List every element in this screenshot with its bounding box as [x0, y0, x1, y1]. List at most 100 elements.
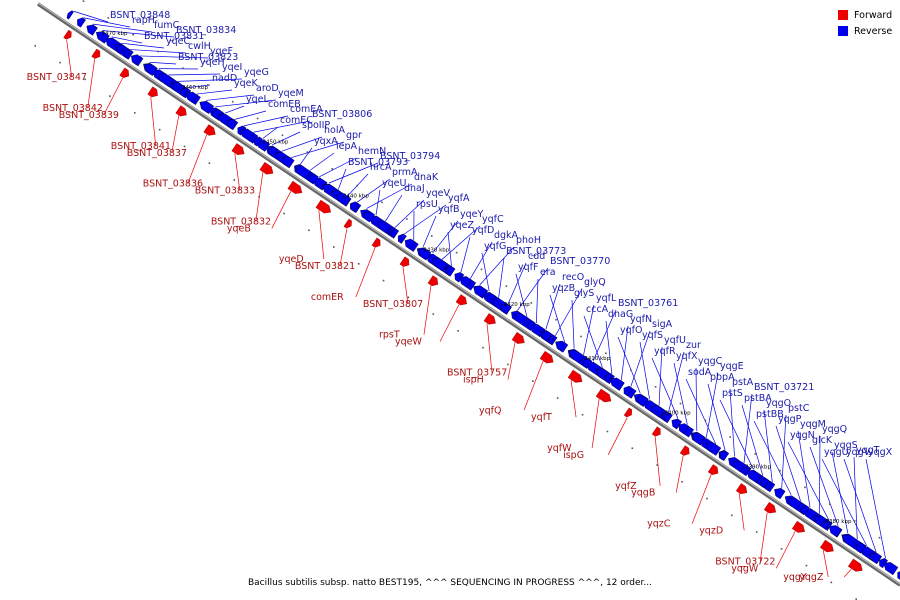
tick-labels: 2470 kbp 2460 kbp 2450 kbp 2440 kbp 2430 kbp… [102, 31, 852, 525]
tick-label: 2380 kbp [826, 519, 852, 525]
forward-gene-arrow [203, 124, 216, 136]
reverse-gene-label: yqgN [790, 430, 815, 441]
dot [605, 352, 607, 355]
label-leader [262, 126, 279, 139]
dot [258, 195, 260, 198]
reverse-gene-arrow [678, 423, 689, 434]
label-leader [150, 96, 157, 146]
reverse-gene-label: zur [686, 340, 701, 351]
forward-gene-label: yqgW [731, 563, 759, 574]
reverse-gene-arrow [226, 119, 239, 131]
label-leader [554, 288, 583, 336]
dot [231, 100, 234, 103]
reverse-gene-arrow [879, 558, 889, 569]
forward-gene-label: BSNT_03722 [715, 556, 775, 567]
reverse-gene-label: yqgO [766, 398, 791, 409]
label-leader [865, 458, 886, 559]
label-leader [809, 446, 839, 527]
forward-gene-arrow [427, 275, 439, 287]
forward-gene-label: BSNT_03757 [447, 368, 507, 379]
label-leader [234, 110, 267, 120]
label-leader [121, 42, 165, 49]
reverse-gene-arrow [117, 44, 126, 55]
reverse-gene-arrow [541, 331, 553, 342]
label-leader [685, 378, 716, 445]
reverse-gene-label: spoIIP [302, 120, 330, 131]
label-leader [281, 136, 323, 152]
reverse-gene-arrow [199, 101, 215, 115]
forward-gene-label: BSNT_03821 [295, 261, 355, 272]
legend-forward: Forward [838, 8, 892, 22]
label-leader [570, 380, 577, 418]
label-leader [355, 247, 376, 298]
reverse-gene-arrow [180, 87, 189, 97]
reverse-gene-label: aroD [256, 83, 279, 94]
label-leader [290, 141, 345, 159]
legend-reverse-label: Reverse [854, 25, 893, 37]
reverse-gene-label: yqgC [698, 356, 723, 367]
label-leader [111, 36, 143, 44]
reverse-gene-arrow [869, 552, 883, 565]
label-leader [844, 568, 852, 578]
dot [681, 480, 683, 483]
label-leader [507, 342, 516, 380]
dot [208, 162, 211, 165]
forward-gene-arrow [567, 369, 583, 383]
reverse-gene-label: dnaJ [404, 183, 425, 194]
forward-gene-label: BSNT_03837 [127, 148, 187, 159]
reverse-gene-arrow [815, 515, 826, 527]
reverse-gene-arrow [486, 293, 496, 304]
forward-gene-label: ispG [563, 450, 584, 461]
reverse-gene-label: cccA [586, 304, 609, 315]
forward-gene-label: BSNT_03833 [195, 186, 255, 197]
reverse-gene-arrow [856, 542, 866, 554]
forward-gene-arrow [847, 558, 863, 572]
forward-gene-label: yqfQ [479, 405, 501, 416]
label-leader [366, 183, 413, 209]
forward-gene-label: BSNT_03839 [59, 110, 119, 121]
label-leader [549, 294, 566, 343]
label-leader [583, 315, 603, 368]
dot [233, 179, 236, 181]
forward-gene-label: BSNT_03807 [363, 299, 423, 310]
reverse-gene-arrow [131, 54, 142, 66]
reverse-gene-label: comEC [280, 115, 313, 126]
label-leader [498, 257, 505, 298]
label-leader [318, 210, 325, 260]
dot [407, 296, 410, 299]
reverse-gene-label: yqgM [800, 419, 826, 430]
label-leader [439, 304, 460, 342]
label-leader [591, 399, 600, 449]
forward-gene-arrow [63, 29, 72, 40]
reverse-gene-arrow [377, 220, 392, 234]
tick-label: 2440 kbp [343, 193, 369, 199]
dot [157, 50, 159, 53]
label-leader [639, 341, 650, 400]
label-leader [422, 215, 437, 247]
label-leader [92, 23, 153, 33]
forward-gene-arrow [371, 237, 381, 248]
reverse-gene-label: fumC [154, 20, 180, 31]
reverse-gene-arrow [842, 534, 859, 548]
reverse-gene-label: BSNT_03806 [312, 109, 372, 120]
forward-gene-arrow [595, 388, 612, 403]
reverse-gene-label: yqfL [596, 293, 617, 304]
reverse-gene-arrow [604, 373, 613, 383]
label-leader [187, 84, 211, 89]
forward-gene-arrow [651, 426, 661, 437]
dot [631, 447, 634, 450]
reverse-gene-label: sodA [688, 367, 712, 378]
reverse-gene-arrow [390, 228, 400, 239]
legend: Forward Reverse [838, 8, 892, 40]
reverse-gene-label: yqeM [278, 88, 304, 99]
reverse-gene-label: yqeG [244, 67, 269, 78]
forward-gene-arrow [763, 501, 777, 514]
reverse-gene-arrow [623, 385, 633, 396]
dot [381, 201, 383, 204]
forward-gene-arrow [511, 332, 525, 344]
tick-label: 2460 kbp [182, 85, 208, 91]
reverse-gene-label: glcK [812, 435, 833, 446]
reverse-gene-arrow [213, 109, 223, 120]
dot [704, 419, 707, 422]
tick-label: 2410 kbp [584, 356, 610, 362]
